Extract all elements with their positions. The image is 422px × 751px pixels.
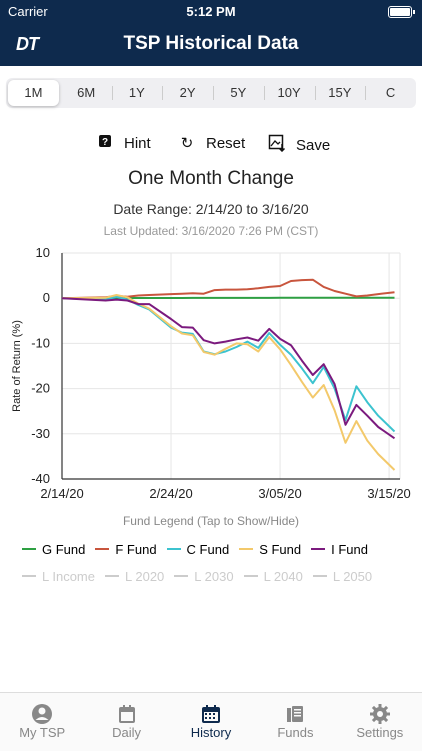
tab-1m[interactable]: 1M bbox=[8, 80, 59, 106]
legend-swatch bbox=[239, 548, 254, 550]
nav-label: My TSP bbox=[19, 725, 66, 740]
y-tick-label: -10 bbox=[31, 335, 50, 350]
person-circle-icon bbox=[0, 703, 84, 725]
series-line-c-fund bbox=[61, 295, 396, 433]
nav-history[interactable]: History bbox=[169, 693, 253, 751]
tab-6m[interactable]: 6M bbox=[77, 85, 96, 100]
hint-label: Hint bbox=[124, 134, 151, 152]
x-tick-label: 2/24/20 bbox=[149, 486, 192, 501]
legend-item[interactable]: S Fund bbox=[239, 542, 301, 557]
date-range: Date Range: 2/14/20 to 3/16/20 bbox=[113, 201, 309, 217]
nav-label: Funds bbox=[277, 725, 314, 740]
legend-label: I Fund bbox=[331, 541, 368, 557]
legend-label: L Income bbox=[42, 568, 95, 584]
legend-swatch bbox=[174, 575, 189, 577]
legend-item[interactable]: L 2030 bbox=[174, 568, 234, 584]
svg-text:?: ? bbox=[102, 137, 108, 148]
status-bar: Carrier 5:12 PM bbox=[0, 4, 422, 20]
series-line-f-fund bbox=[61, 278, 395, 300]
carrier-label: Carrier bbox=[8, 4, 48, 19]
series-line-g-fund bbox=[62, 296, 395, 300]
calendar-icon bbox=[84, 703, 168, 725]
legend-swatch bbox=[312, 575, 327, 577]
top-bar: Carrier 5:12 PM DT TSP Historical Data bbox=[0, 0, 422, 66]
series-line-s-fund bbox=[61, 294, 396, 471]
return-chart[interactable]: 10 0 -10 -20 -30 -402/14/20 2/24/20 3/05/20 3/15… bbox=[0, 240, 422, 510]
tab-1y[interactable]: 1Y bbox=[111, 78, 163, 108]
nav-label: History bbox=[190, 725, 232, 740]
legend-swatch bbox=[22, 548, 36, 550]
bottom-nav: My TSP Daily History Funds Settings bbox=[0, 692, 422, 751]
legend-label: L 2050 bbox=[332, 568, 373, 584]
nav-label: Daily bbox=[112, 725, 142, 740]
status-time: 5:12 PM bbox=[186, 4, 236, 19]
page-title: TSP Historical Data bbox=[123, 33, 299, 54]
legend-label: S Fund bbox=[259, 541, 302, 557]
tab-5y[interactable]: 5Y bbox=[213, 78, 264, 108]
legend-swatch bbox=[311, 548, 326, 550]
legend-label: L 2040 bbox=[263, 568, 303, 584]
legend-active-row: G Fund F Fund C Fund S Fund I Fund bbox=[22, 538, 422, 557]
y-axis-label: Rate of Return (%) bbox=[11, 320, 23, 412]
tab-custom[interactable]: C bbox=[365, 78, 416, 108]
legend-label: C Fund bbox=[186, 541, 230, 557]
y-tick-label: -30 bbox=[31, 426, 50, 441]
legend-label: L 2020 bbox=[125, 568, 165, 584]
save-label: Save bbox=[296, 136, 331, 154]
chart-title: One Month Change bbox=[128, 168, 294, 189]
last-updated: Last Updated: 3/16/2020 7:26 PM (CST) bbox=[103, 224, 319, 238]
legend-swatch bbox=[166, 548, 181, 550]
legend-item[interactable]: L 2050 bbox=[312, 568, 373, 584]
y-tick-label: -20 bbox=[31, 381, 50, 396]
app-logo: DT bbox=[16, 34, 39, 54]
legend-inactive-row: L Income L 2020 L 2030 L 2040 L 2050 bbox=[22, 565, 422, 584]
nav-settings[interactable]: Settings bbox=[338, 693, 422, 751]
legend-item[interactable]: C Fund bbox=[166, 541, 230, 557]
legend-title: Fund Legend (Tap to Show/Hide) bbox=[122, 514, 300, 528]
calendar-grid-icon bbox=[169, 703, 253, 725]
tab-10y[interactable]: 10Y bbox=[263, 78, 315, 108]
y-tick-label: -40 bbox=[31, 471, 50, 486]
gear-icon bbox=[338, 703, 422, 725]
battery-icon bbox=[388, 6, 415, 18]
nav-my-tsp[interactable]: My TSP bbox=[0, 693, 84, 751]
legend-item[interactable]: L 2020 bbox=[105, 569, 164, 584]
hint-button[interactable]: ? Hint bbox=[96, 134, 151, 152]
nav-label: Settings bbox=[356, 725, 404, 740]
y-tick-label: 0 bbox=[43, 290, 50, 305]
refresh-icon: ↻ bbox=[180, 135, 194, 152]
y-tick-label: 10 bbox=[36, 245, 50, 260]
legend-swatch bbox=[22, 575, 36, 577]
legend-item[interactable]: I Fund bbox=[311, 542, 368, 557]
legend-item[interactable]: G Fund bbox=[22, 542, 85, 557]
tab-2y[interactable]: 2Y bbox=[162, 78, 213, 108]
save-button[interactable]: Save bbox=[268, 134, 330, 156]
tab-15y[interactable]: 15Y bbox=[314, 78, 366, 108]
legend-swatch bbox=[105, 575, 119, 577]
reset-label: Reset bbox=[206, 134, 246, 152]
legend-item[interactable]: L 2040 bbox=[243, 568, 303, 584]
reset-button[interactable]: ↻ Reset bbox=[178, 134, 246, 153]
nav-funds[interactable]: Funds bbox=[253, 693, 337, 751]
legend-label: L 2030 bbox=[194, 568, 234, 584]
chart-actions: ? Hint ↻ Reset Save bbox=[0, 134, 422, 156]
legend-swatch bbox=[243, 575, 258, 577]
legend-item[interactable]: F Fund bbox=[95, 541, 157, 557]
range-tabs: 1M 6M 1Y 2Y 5Y 10Y 15Y C bbox=[6, 78, 416, 108]
legend-item[interactable]: L Income bbox=[22, 569, 95, 584]
x-tick-label: 2/14/20 bbox=[40, 486, 83, 501]
series-line-i-fund bbox=[61, 297, 396, 440]
x-tick-label: 3/05/20 bbox=[258, 486, 301, 501]
legend-swatch bbox=[95, 548, 110, 550]
books-icon bbox=[253, 703, 337, 725]
legend-label: G Fund bbox=[42, 541, 86, 557]
question-icon: ? bbox=[96, 134, 114, 152]
legend-label: F Fund bbox=[115, 541, 157, 557]
nav-daily[interactable]: Daily bbox=[84, 693, 168, 751]
x-tick-label: 3/15/20 bbox=[367, 486, 410, 501]
save-image-icon bbox=[268, 134, 286, 156]
